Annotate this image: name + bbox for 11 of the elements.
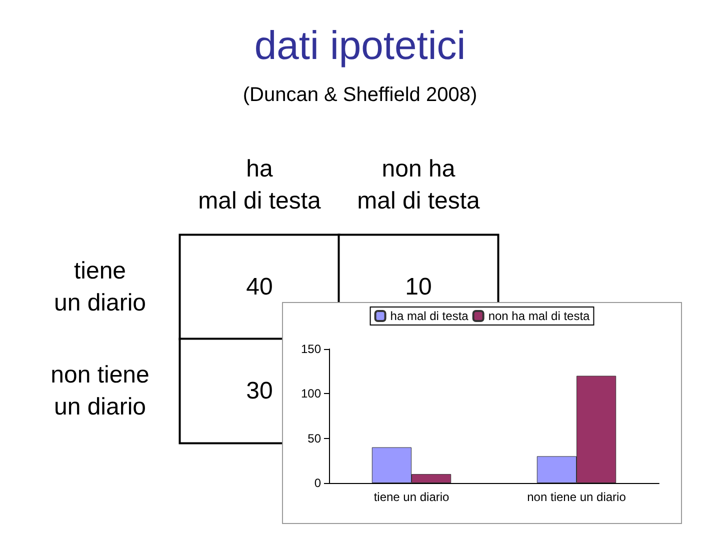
data-label: 40 (246, 274, 273, 300)
data-label: 10 (405, 274, 432, 300)
y-tick-label: 50 (308, 431, 322, 446)
legend-label: ha mal di testa (390, 309, 469, 323)
legend-label: non ha mal di testa (488, 309, 590, 323)
chart-subtitle: (Duncan & Sheffield 2008) (242, 84, 478, 107)
chart-title: dati ipotetici (253, 24, 467, 69)
y-tick-label: 0 (314, 476, 322, 490)
y-tick-label: 100 (300, 386, 322, 401)
y-tick-label: 150 (300, 342, 322, 356)
data-label: 30 (246, 378, 273, 404)
